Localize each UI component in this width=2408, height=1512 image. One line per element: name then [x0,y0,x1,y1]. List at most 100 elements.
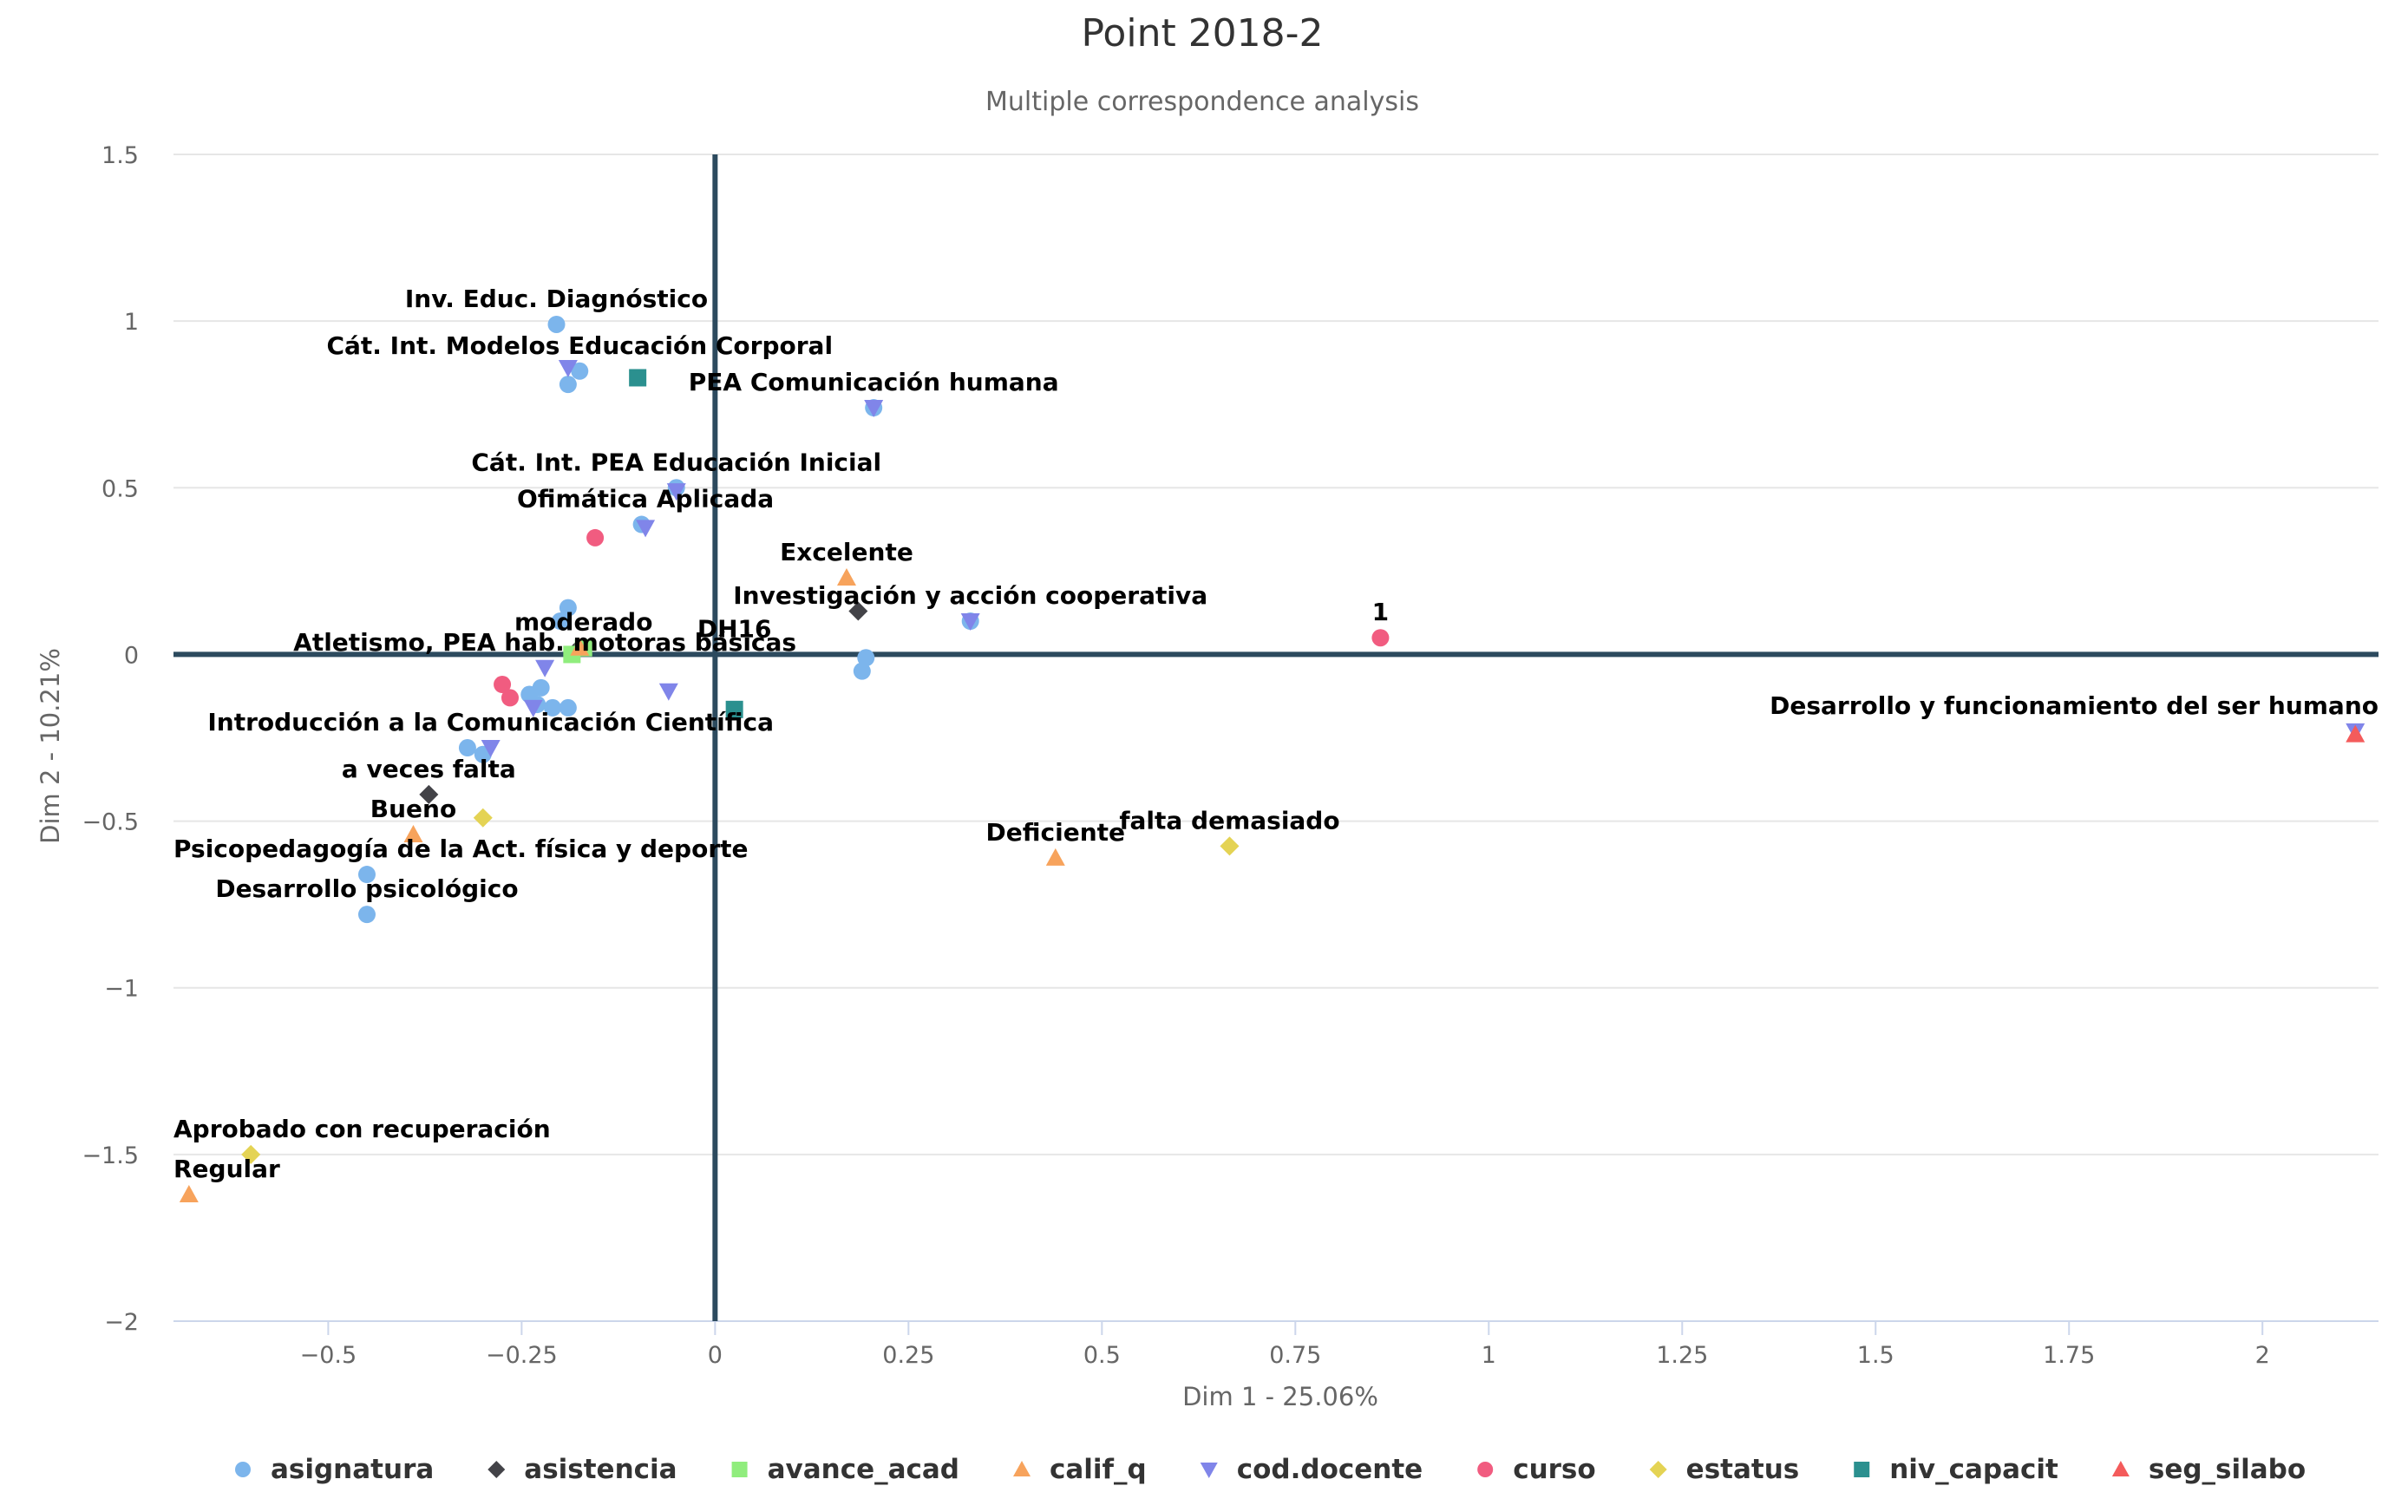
point-asignatura [551,612,569,630]
point-label: PEA Comunicación humana [689,368,1059,396]
legend-marker-cod-docente [1200,1463,1218,1478]
legend-item-asignatura[interactable]: asignatura [235,1454,434,1485]
y-axis-title: Dim 2 - 10.21% [36,648,65,844]
legend-marker-estatus [1649,1461,1667,1478]
chart-subtitle: Multiple correspondence analysis [985,87,1419,117]
point-seg-silabo [2346,724,2365,743]
point-label: Excelente [780,538,913,566]
legend-label: seg_silabo [2149,1454,2306,1485]
legend-item-asistencia[interactable]: asistencia [487,1454,677,1485]
point-label: Cát. Int. Modelos Educación Corporal [326,331,833,360]
point-curso [494,676,512,694]
point-calif-q [403,824,423,842]
point-asignatura [853,662,871,680]
point-label: Aprobado con recuperación [173,1115,551,1143]
point-label: moderado [514,608,652,637]
point-cod-docente [535,659,555,677]
tick-labels: 1.5 1 0.5 0 −0.5 −1 −1.5 −2 −0.5 −0.25 0 0.25 0.5 0.7… [82,142,2269,1369]
legend-item-seg-silabo[interactable]: seg_silabo [2111,1454,2306,1485]
legend-marker-avance-acad [731,1462,748,1477]
point-asignatura [357,866,376,884]
y-tick-label: 1.5 [101,142,139,169]
y-tick-label: 0 [124,642,139,669]
y-tick-label: −1 [104,976,139,1003]
point-labels: Inv. Educ. Diagnóstico Cát. Int. Modelos … [173,285,2379,1183]
point-label: Investigación y acción cooperativa [733,581,1207,610]
point-asignatura [458,739,476,757]
point-label: Bueno [370,795,456,823]
point-estatus [473,808,493,828]
y-tick-label: −1.5 [82,1142,139,1169]
point-label: Regular [173,1155,280,1183]
point-label: Inv. Educ. Diagnóstico [405,285,708,313]
y-tick-label: 0.5 [101,475,139,502]
legend-label: asignatura [271,1454,434,1485]
legend-marker-calif-q [1013,1461,1031,1476]
legend-item-niv-capacit[interactable]: niv_capacit [1854,1454,2058,1485]
x-tick-label: 1.5 [1857,1342,1894,1369]
point-curso [501,689,519,707]
point-calif-q [836,568,856,586]
legend-label: niv_capacit [1889,1454,2058,1485]
point-cod-docente [558,359,578,377]
point-label: 1 [1372,598,1389,626]
legend-label: asistencia [524,1454,677,1485]
point-cod-docente [481,740,501,758]
point-asignatura [544,698,562,717]
point-asistencia [419,784,439,804]
y-tick-label: −0.5 [82,809,139,836]
point-label: falta demasiado [1119,806,1339,835]
point-calif-q [570,638,590,656]
point-asignatura [357,906,376,924]
point-estatus [1220,836,1240,856]
point-label: Desarrollo y funcionamiento del ser huma… [1770,691,2379,720]
point-label: Deficiente [986,818,1125,847]
point-cod-docente [960,613,980,631]
x-tick-label: 1.25 [1656,1342,1708,1369]
point-cod-docente [666,483,686,501]
x-tick-label: 0.5 [1083,1342,1121,1369]
legend-marker-seg-silabo [2111,1461,2130,1476]
point-asignatura [571,362,589,380]
legend-label: calif_q [1050,1454,1147,1485]
legend-marker-asistencia [487,1461,506,1478]
point-asignatura [547,315,566,333]
point-label: Psicopedagogía de la Act. física y depor… [173,835,749,863]
x-tick-label: −0.25 [486,1342,558,1369]
point-niv-capacit [725,700,743,718]
legend-item-calif-q[interactable]: calif_q [1013,1454,1147,1485]
legend-label: estatus [1686,1454,1800,1485]
x-tick-label: 0.25 [882,1342,934,1369]
legend: asignatura asistencia avance_acad calif_q co… [235,1454,2306,1485]
legend-label: cod.docente [1237,1454,1423,1485]
legend-label: curso [1513,1454,1595,1485]
legend-marker-asignatura [235,1462,251,1477]
x-axis-title: Dim 1 - 25.06% [1182,1382,1378,1411]
point-asignatura [559,698,577,717]
point-asignatura [559,599,577,617]
data-points [179,315,2365,1202]
zero-axes [173,154,2379,1321]
legend-item-estatus[interactable]: estatus [1649,1454,1800,1485]
legend-item-curso[interactable]: curso [1477,1454,1596,1485]
chart-title: Point 2018-2 [1081,11,1323,56]
y-tick-label: 1 [124,309,139,336]
x-tick-label: 0.75 [1269,1342,1321,1369]
y-tick-label: −2 [104,1309,139,1336]
legend-marker-curso [1477,1462,1494,1477]
point-cod-docente [636,520,656,538]
point-label: Desarrollo psicológico [215,874,518,903]
legend-item-cod-docente[interactable]: cod.docente [1200,1454,1423,1485]
point-calif-q [179,1184,199,1202]
point-cod-docente [523,699,543,717]
point-label: a veces falta [342,755,516,783]
legend-item-avance-acad[interactable]: avance_acad [731,1454,959,1485]
point-curso [1371,629,1390,647]
x-tick-label: 1 [1482,1342,1496,1369]
point-niv-capacit [629,369,647,387]
point-estatus [241,1144,261,1164]
x-tick-label: 0 [708,1342,723,1369]
point-cod-docente [658,683,678,701]
x-tick-label: 2 [2255,1342,2270,1369]
